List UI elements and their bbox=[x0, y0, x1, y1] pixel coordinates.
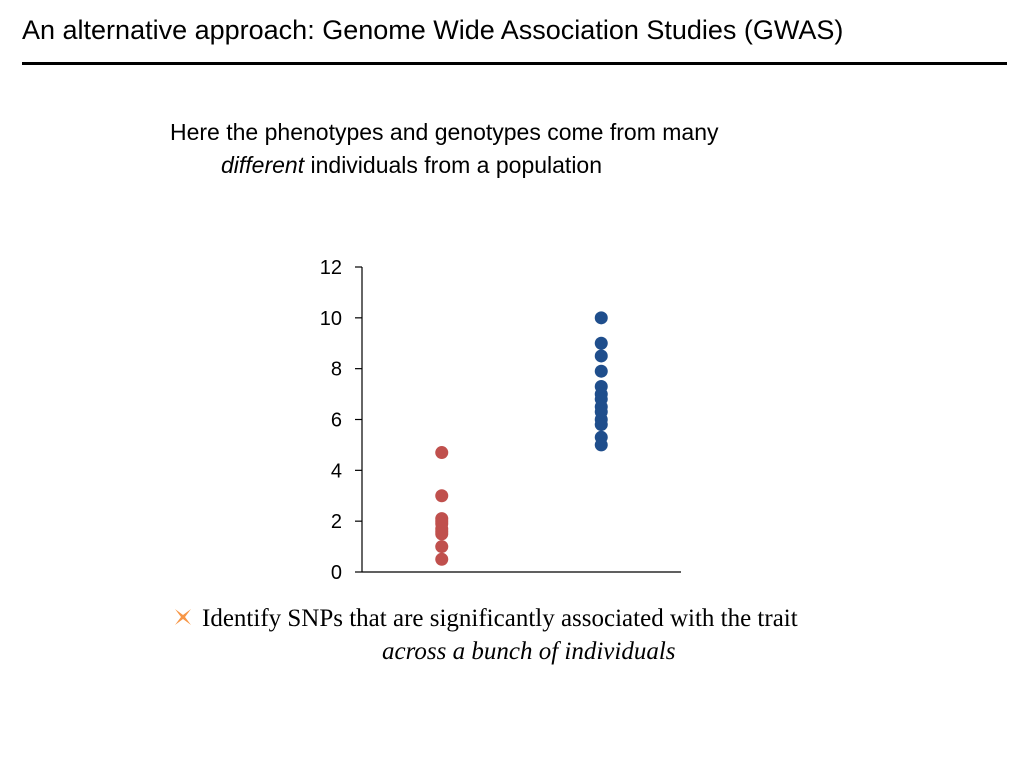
intro-text: Here the phenotypes and genotypes come f… bbox=[170, 116, 719, 182]
data-point bbox=[594, 349, 608, 363]
bullet-line-2: across a bunch of individuals bbox=[382, 638, 676, 665]
bullet-line-1: Identify SNPs that are significantly ass… bbox=[202, 605, 798, 632]
y-tick-label: 6 bbox=[331, 410, 342, 432]
y-tick-label: 4 bbox=[331, 460, 342, 482]
data-point bbox=[435, 552, 449, 566]
y-tick-label: 8 bbox=[331, 359, 342, 381]
data-point bbox=[435, 489, 449, 503]
data-point bbox=[435, 446, 449, 460]
data-point bbox=[594, 438, 608, 452]
intro-emphasis: different bbox=[221, 152, 305, 178]
data-point bbox=[594, 311, 608, 325]
data-point bbox=[435, 540, 449, 554]
y-tick-label: 10 bbox=[320, 308, 342, 330]
y-tick-label: 0 bbox=[331, 562, 342, 584]
intro-line-1: Here the phenotypes and genotypes come f… bbox=[170, 119, 719, 145]
bullet-point: Identify SNPs that are significantly ass… bbox=[172, 602, 798, 665]
intro-line-2-rest: individuals from a population bbox=[304, 152, 603, 178]
x-bullet-icon bbox=[175, 609, 191, 625]
intro-line-2: different individuals from a population bbox=[170, 149, 719, 182]
y-tick-label: 2 bbox=[331, 511, 342, 533]
title-divider bbox=[22, 62, 1007, 65]
data-point bbox=[435, 527, 449, 541]
data-point bbox=[594, 418, 608, 432]
slide-title: An alternative approach: Genome Wide Ass… bbox=[22, 15, 844, 45]
data-point bbox=[594, 364, 608, 378]
y-tick-label: 12 bbox=[320, 257, 342, 279]
data-point bbox=[594, 336, 608, 350]
